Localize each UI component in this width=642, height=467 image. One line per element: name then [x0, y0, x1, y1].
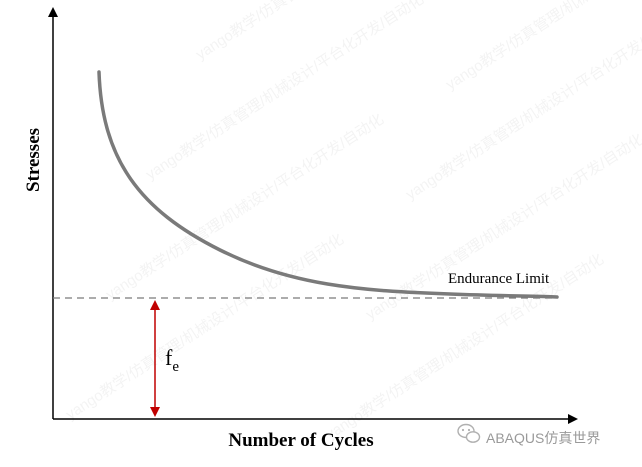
fe-subscript: e — [172, 359, 179, 375]
wechat-icon — [457, 423, 481, 443]
watermark-pattern: yango教学/仿真管理/机械设计/平台化开发/自动化 yango教学/仿真管理… — [62, 0, 642, 443]
watermark-pattern-text: yango教学/仿真管理/机械设计/平台化开发/自动化 — [442, 0, 642, 93]
endurance-limit-label: Endurance Limit — [448, 271, 550, 287]
fe-label: fe — [165, 345, 179, 375]
fe-symbol: f — [165, 345, 173, 370]
watermark-pattern-text: yango教学/仿真管理/机械设计/平台化开发/自动化 — [142, 0, 427, 183]
watermark-pattern-text: yango教学/仿真管理/机械设计/平台化开发/自动化 — [62, 230, 347, 423]
watermark-text: ABAQUS仿真世界 — [486, 430, 600, 446]
watermark-pattern-text: yango教学/仿真管理/机械设计/平台化开发/自动化 — [102, 110, 387, 303]
watermark-badge: ABAQUS仿真世界 — [457, 423, 600, 446]
sn-curve — [97, 70, 559, 299]
y-axis-title: Stresses — [23, 128, 44, 192]
x-axis-title: Number of Cycles — [228, 430, 373, 451]
